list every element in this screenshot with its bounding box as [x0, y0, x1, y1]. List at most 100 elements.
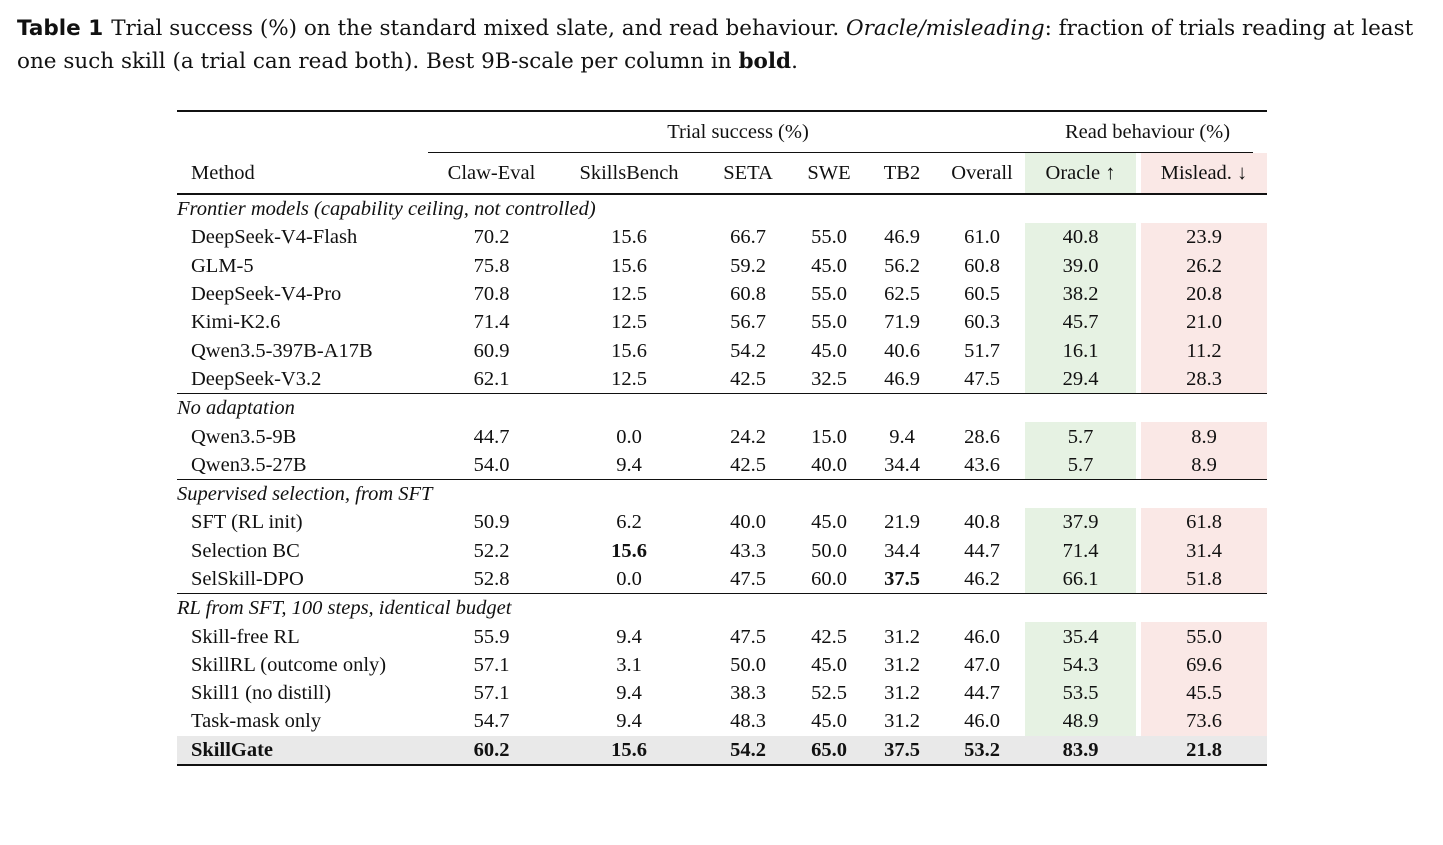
cell-seta: 43.3: [730, 539, 766, 562]
group-header-row: No adaptation: [177, 393, 1268, 423]
cell-overall: 53.2: [939, 735, 1026, 766]
cell-oracle: 35.4: [1025, 622, 1137, 651]
cell-swe: 45.0: [811, 710, 847, 733]
cell-overall: 51.7: [964, 339, 1000, 362]
cell-swe: 60.0: [811, 568, 847, 590]
cell-seta: 60.8: [730, 283, 766, 306]
cell-oracle: 66.1: [1025, 564, 1137, 594]
cell-claw-eval: 52.8: [473, 568, 510, 590]
cell-mislead: 28.3: [1141, 364, 1268, 394]
method-name: SFT (RL init): [191, 511, 303, 534]
cell-mislead: 31.4: [1141, 536, 1268, 565]
cell-skillsbench: 0.0: [616, 568, 642, 590]
method-name: DeepSeek-V4-Flash: [191, 226, 358, 249]
cell-tb2: 31.2: [884, 682, 920, 705]
cell-tb2: 21.9: [884, 511, 920, 534]
table-row: Skill1 (no distill) 57.1 9.4 38.3 52.5 31.2 44…: [177, 679, 1268, 708]
read-behaviour-header: Read behaviour (%): [1028, 110, 1268, 153]
cell-mislead: 45.5: [1141, 679, 1268, 708]
cell-swe: 42.5: [811, 625, 847, 648]
cell-mislead: 26.2: [1141, 251, 1268, 280]
cell-oracle: 40.8: [1025, 223, 1137, 252]
cell-overall: 43.6: [964, 453, 1000, 476]
column-gap: [1136, 735, 1142, 766]
caption-end: .: [791, 49, 798, 74]
cell-mislead: 8.9: [1141, 450, 1268, 480]
method-name: Skill-free RL: [191, 625, 300, 648]
col-header-swe: SWE: [793, 153, 865, 195]
table-row: Skill-free RL 55.9 9.4 47.5 42.5 31.2 46.0 35.4…: [177, 622, 1268, 651]
cell-overall: 60.8: [964, 254, 1000, 277]
method-name: Kimi-K2.6: [191, 311, 281, 334]
cell-mislead: 21.0: [1141, 308, 1268, 337]
cell-skillsbench: 15.6: [611, 254, 647, 277]
cell-overall: 40.8: [964, 511, 1000, 534]
method-name: Qwen3.5-397B-A17B: [191, 339, 373, 362]
cell-seta: 47.5: [730, 625, 766, 648]
cell-claw-eval: 52.2: [473, 539, 510, 562]
cell-swe: 52.5: [811, 682, 847, 705]
col-header-overall: Overall: [939, 153, 1026, 195]
cell-swe: 55.0: [811, 226, 847, 249]
table-row: Task-mask only 54.7 9.4 48.3 45.0 31.2 46.0 48.…: [177, 707, 1268, 736]
cell-swe: 15.0: [811, 425, 847, 448]
cell-seta: 38.3: [730, 682, 766, 705]
method-name: GLM-5: [191, 254, 254, 277]
cell-oracle: 45.7: [1025, 308, 1137, 337]
caption-text-1: Trial success (%) on the standard mixed …: [111, 16, 840, 41]
cell-overall: 61.0: [964, 226, 1000, 249]
cell-mislead: 55.0: [1141, 622, 1268, 651]
cell-overall: 46.0: [964, 710, 1000, 733]
cell-mislead: 73.6: [1141, 707, 1268, 736]
cell-claw-eval: 55.9: [473, 625, 510, 648]
table-row: SFT (RL init) 50.9 6.2 40.0 45.0 21.9 40.8 37.9…: [177, 508, 1268, 537]
cell-tb2: 9.4: [889, 425, 915, 448]
header-row-2: Method Claw-Eval SkillsBench SETA SWE TB…: [177, 153, 1268, 195]
table-row: GLM-5 75.8 15.6 59.2 45.0 56.2 60.8 39.0 26.2: [177, 251, 1268, 280]
cell-swe: 55.0: [811, 311, 847, 334]
table-row: Qwen3.5-27B 54.0 9.4 42.5 40.0 34.4 43.6 5.7 8.9: [177, 450, 1268, 480]
cell-seta: 54.2: [730, 339, 766, 362]
cell-seta: 48.3: [730, 710, 766, 733]
cell-skillsbench: 0.0: [616, 425, 642, 448]
cell-oracle: 53.5: [1025, 679, 1137, 708]
cell-skillsbench: 9.4: [616, 682, 642, 705]
cell-skillsbench: 15.6: [611, 226, 647, 249]
cell-overall: 44.7: [964, 539, 1000, 562]
method-name: SkillRL (outcome only): [191, 653, 387, 676]
method-name: Qwen3.5-9B: [191, 425, 297, 448]
cell-claw-eval: 54.0: [473, 453, 510, 476]
cell-oracle: 71.4: [1025, 536, 1137, 565]
cell-oracle: 83.9: [1025, 735, 1137, 766]
cell-tb2: 62.5: [884, 283, 920, 306]
cell-claw-eval: 50.9: [473, 511, 510, 534]
cell-skillsbench: 9.4: [616, 710, 642, 733]
cell-overall: 47.0: [964, 653, 1000, 676]
cell-tb2: 40.6: [884, 339, 920, 362]
cell-tb2: 34.4: [884, 539, 920, 562]
cell-overall: 46.0: [964, 625, 1000, 648]
cell-swe: 65.0: [793, 735, 865, 766]
cell-overall: 46.2: [964, 568, 1000, 590]
method-name: Selection BC: [191, 539, 300, 562]
cell-oracle: 39.0: [1025, 251, 1137, 280]
cell-seta: 47.5: [730, 568, 766, 590]
group-header-row: Frontier models (capability ceiling, not…: [177, 194, 1267, 223]
caption-text-2: : fraction of trials reading at least on…: [17, 16, 1414, 74]
cell-seta: 50.0: [730, 653, 766, 676]
group-title: RL from SFT, 100 steps, identical budget: [177, 593, 1268, 623]
cell-mislead: 23.9: [1141, 223, 1268, 252]
method-name: SelSkill-DPO: [191, 568, 304, 590]
col-header-skillsbench: SkillsBench: [555, 153, 703, 195]
cell-skillsbench: 12.5: [611, 367, 647, 390]
group-title: Frontier models (capability ceiling, not…: [177, 198, 596, 221]
table-row: SkillRL (outcome only) 57.1 3.1 50.0 45.0 31.…: [177, 650, 1268, 680]
table-row: DeepSeek-V3.2 62.1 12.5 42.5 32.5 46.9 47.5 29.…: [177, 364, 1268, 394]
cell-claw-eval: 71.4: [473, 311, 510, 334]
cell-seta: 66.7: [730, 226, 766, 249]
cell-mislead: 61.8: [1141, 508, 1268, 537]
header-row-1: Trial success (%) Read behaviour (%): [177, 110, 1268, 153]
group-header-row: Supervised selection, from SFT: [177, 478, 1268, 509]
cell-seta: 42.5: [730, 367, 766, 390]
cell-claw-eval: 57.1: [473, 682, 510, 705]
